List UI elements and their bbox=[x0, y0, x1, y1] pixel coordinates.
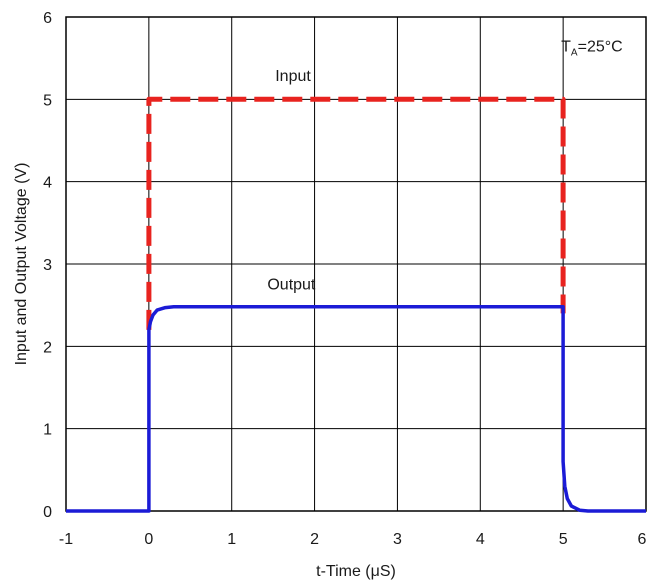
x-axis-ticks: -1 0 1 2 3 4 5 6 bbox=[59, 531, 647, 548]
x-tick-label: 0 bbox=[144, 531, 153, 548]
series-label-output: Output bbox=[267, 277, 316, 294]
series-label-input: Input bbox=[275, 68, 311, 85]
series-layer bbox=[66, 96, 646, 513]
x-tick-label: 2 bbox=[310, 531, 319, 548]
series-line-output bbox=[66, 305, 646, 513]
annotation-prefix: T bbox=[561, 39, 571, 56]
annotation-subscript: A bbox=[571, 48, 578, 59]
x-tick-label: 5 bbox=[559, 531, 568, 548]
x-tick-label: 3 bbox=[393, 531, 402, 548]
y-axis-ticks: 0 1 2 3 4 5 6 bbox=[43, 10, 52, 521]
y-tick-label: 3 bbox=[43, 257, 52, 274]
y-tick-label: 0 bbox=[43, 504, 52, 521]
x-axis-label: t-Time (μS) bbox=[316, 563, 396, 580]
y-tick-label: 6 bbox=[43, 10, 52, 27]
x-tick-label: -1 bbox=[59, 531, 73, 548]
y-tick-label: 1 bbox=[43, 422, 52, 439]
grid bbox=[66, 17, 646, 511]
y-tick-label: 2 bbox=[43, 339, 52, 356]
x-tick-label: 1 bbox=[227, 531, 236, 548]
series-line-input bbox=[146, 96, 566, 330]
plot-frame bbox=[65, 16, 647, 512]
y-axis-label: Input and Output Voltage (V) bbox=[13, 163, 30, 366]
temperature-annotation: TA=25°C bbox=[561, 39, 623, 59]
y-tick-label: 5 bbox=[43, 92, 52, 109]
x-tick-label: 6 bbox=[638, 531, 647, 548]
annotation-suffix: =25°C bbox=[578, 39, 623, 56]
x-tick-label: 4 bbox=[476, 531, 485, 548]
y-tick-label: 4 bbox=[43, 175, 52, 192]
